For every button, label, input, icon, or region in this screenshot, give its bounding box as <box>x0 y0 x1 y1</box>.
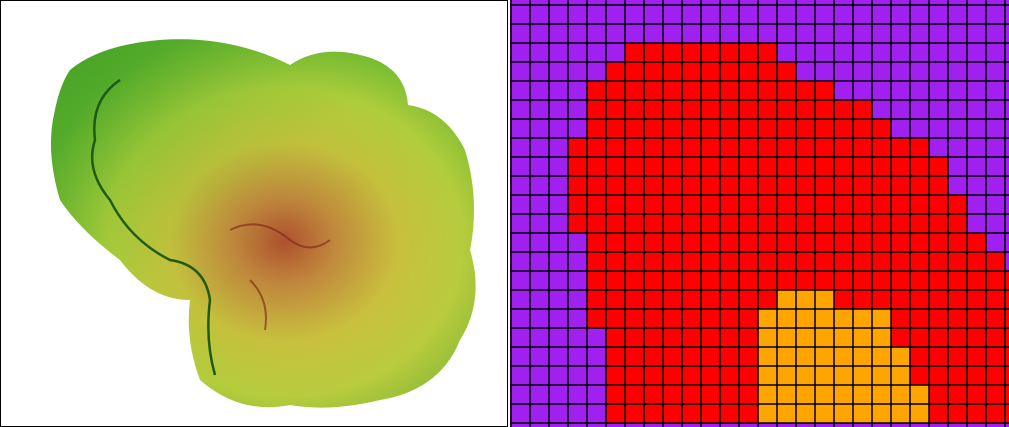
orange-zone <box>758 385 929 404</box>
red-zone <box>587 100 872 119</box>
orange-zone <box>758 404 929 423</box>
red-zone <box>587 81 834 100</box>
red-zone <box>568 138 929 157</box>
red-zone <box>568 214 967 233</box>
orange-zone <box>758 309 891 328</box>
red-zone <box>587 271 1009 290</box>
page: (() => { const svg = document.getElement… <box>0 0 1009 427</box>
screenshot <box>0 0 1009 427</box>
red-zone <box>587 233 986 252</box>
orange-zone <box>758 328 891 347</box>
orange-zone <box>777 290 834 309</box>
red-zone <box>568 195 967 214</box>
